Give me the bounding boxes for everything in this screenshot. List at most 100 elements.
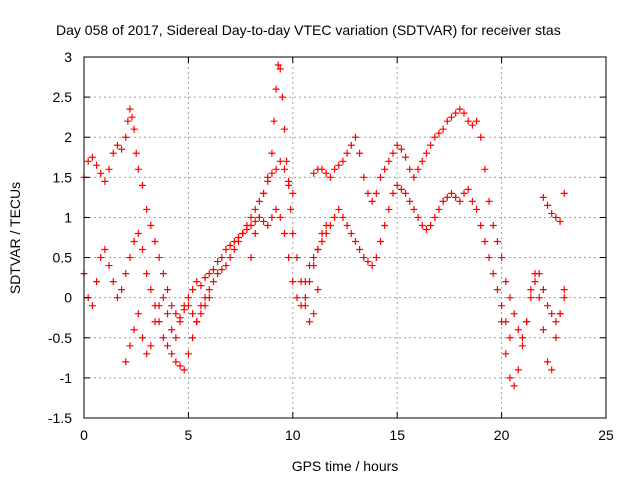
data-point bbox=[159, 294, 167, 302]
data-point bbox=[274, 61, 282, 69]
data-point bbox=[289, 278, 297, 286]
data-point bbox=[410, 205, 418, 213]
data-point bbox=[410, 173, 418, 181]
data-point bbox=[272, 85, 280, 93]
data-point bbox=[218, 254, 226, 262]
data-point bbox=[255, 213, 263, 221]
data-point bbox=[128, 113, 136, 121]
data-point bbox=[255, 197, 263, 205]
data-point bbox=[101, 246, 109, 254]
data-point bbox=[485, 254, 493, 262]
data-point bbox=[143, 205, 151, 213]
data-point bbox=[552, 334, 560, 342]
data-point bbox=[205, 270, 213, 278]
data-point bbox=[418, 157, 426, 165]
data-point bbox=[155, 254, 163, 262]
data-point bbox=[314, 246, 322, 254]
data-point bbox=[435, 205, 443, 213]
data-point bbox=[531, 278, 539, 286]
data-point bbox=[287, 205, 295, 213]
data-point bbox=[276, 213, 284, 221]
data-point bbox=[351, 238, 359, 246]
data-point bbox=[331, 165, 339, 173]
data-point bbox=[335, 205, 343, 213]
y-tick-labels: -1.5 -1 -0.5 0 0.5 1 1.5 2 2.5 3 bbox=[48, 49, 72, 426]
data-point bbox=[268, 213, 276, 221]
data-point bbox=[343, 221, 351, 229]
data-point bbox=[109, 278, 117, 286]
data-point bbox=[189, 286, 197, 294]
data-point bbox=[552, 318, 560, 326]
data-point bbox=[560, 189, 568, 197]
data-point bbox=[276, 157, 284, 165]
data-point bbox=[113, 294, 121, 302]
data-point bbox=[548, 209, 556, 217]
data-point bbox=[402, 153, 410, 161]
data-point bbox=[364, 189, 372, 197]
data-point bbox=[226, 254, 234, 262]
data-point bbox=[477, 221, 485, 229]
data-point bbox=[289, 189, 297, 197]
series-track-h bbox=[502, 270, 568, 342]
data-point bbox=[560, 286, 568, 294]
data-point bbox=[427, 221, 435, 229]
x-tick-label: 0 bbox=[80, 427, 88, 443]
data-point bbox=[272, 205, 280, 213]
data-point bbox=[489, 270, 497, 278]
y-tick-label: 0.5 bbox=[53, 250, 73, 266]
data-point bbox=[301, 294, 309, 302]
data-point bbox=[147, 342, 155, 350]
data-point bbox=[360, 254, 368, 262]
data-point bbox=[197, 302, 205, 310]
y-tick-label: -0.5 bbox=[48, 330, 72, 346]
data-point bbox=[498, 302, 506, 310]
data-point bbox=[105, 165, 113, 173]
data-point bbox=[544, 358, 552, 366]
data-point bbox=[414, 165, 422, 173]
data-point bbox=[510, 310, 518, 318]
data-point bbox=[506, 294, 514, 302]
series-track-d bbox=[247, 61, 322, 326]
data-point bbox=[134, 229, 142, 237]
data-point bbox=[385, 205, 393, 213]
data-point bbox=[464, 185, 472, 193]
data-point bbox=[226, 242, 234, 250]
data-point bbox=[431, 133, 439, 141]
data-point bbox=[189, 334, 197, 342]
data-point bbox=[481, 165, 489, 173]
data-point bbox=[293, 254, 301, 262]
series-track-f bbox=[301, 181, 514, 342]
data-point bbox=[88, 153, 96, 161]
data-point bbox=[301, 302, 309, 310]
data-point bbox=[310, 310, 318, 318]
data-point bbox=[397, 145, 405, 153]
data-point bbox=[326, 173, 334, 181]
data-point bbox=[280, 229, 288, 237]
data-point bbox=[498, 318, 506, 326]
data-point bbox=[151, 238, 159, 246]
data-point bbox=[109, 149, 117, 157]
data-point bbox=[159, 334, 167, 342]
data-point bbox=[193, 318, 201, 326]
data-point bbox=[164, 286, 172, 294]
data-point bbox=[544, 302, 552, 310]
data-point bbox=[138, 181, 146, 189]
data-point bbox=[452, 109, 460, 117]
data-point bbox=[247, 213, 255, 221]
data-point bbox=[539, 193, 547, 201]
data-point bbox=[143, 350, 151, 358]
data-point bbox=[389, 149, 397, 157]
data-point bbox=[168, 326, 176, 334]
data-point bbox=[493, 238, 501, 246]
data-point bbox=[539, 286, 547, 294]
data-point bbox=[289, 229, 297, 237]
data-point bbox=[126, 342, 134, 350]
data-point bbox=[343, 149, 351, 157]
data-point bbox=[172, 358, 180, 366]
data-point bbox=[130, 125, 138, 133]
data-point bbox=[270, 117, 278, 125]
data-point bbox=[113, 141, 121, 149]
data-point bbox=[124, 117, 132, 125]
data-point bbox=[130, 326, 138, 334]
